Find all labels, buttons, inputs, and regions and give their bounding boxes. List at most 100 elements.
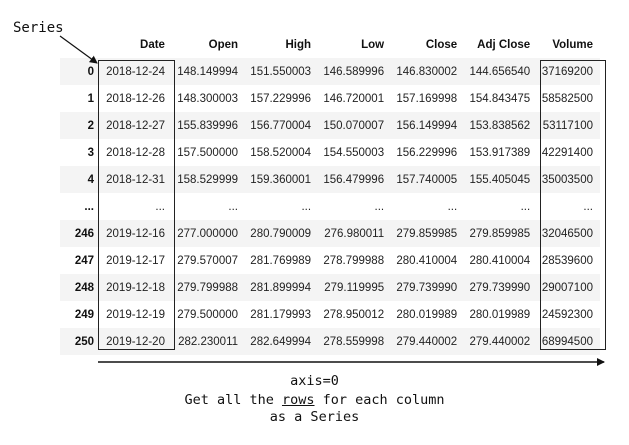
table-cell: 279.440002 [464, 328, 538, 355]
table-cell: 2018-12-27 [101, 112, 172, 139]
table-cell: 279.119995 [318, 274, 392, 301]
header-row: Date Open High Low Close Adj Close Volum… [60, 31, 600, 58]
table-cell: 280.019989 [464, 301, 538, 328]
table-row: 246 2019-12-16 277.000000 280.790009 276.980… [60, 220, 600, 247]
table-cell: 146.589996 [318, 58, 392, 85]
table-cell: 155.405045 [464, 166, 538, 193]
table-row: 4 2018-12-31 158.529999 159.360001 156.47999… [60, 166, 600, 193]
table-cell: 158.520004 [245, 139, 319, 166]
table-cell: 150.070007 [318, 112, 392, 139]
caption-text: Get all the rows for each column as a Se… [0, 392, 629, 426]
table-row: 250 2019-12-20 282.230011 282.649994 278.559… [60, 328, 600, 355]
table-cell: 279.859985 [464, 220, 538, 247]
row-index-cell: ... [60, 193, 101, 220]
caption-line-1: Get all the rows for each column [184, 392, 445, 408]
table-cell: 2018-12-24 [101, 58, 172, 85]
table-cell: 279.739990 [464, 274, 538, 301]
table-cell: 155.839996 [171, 112, 246, 139]
row-index-cell: 4 [60, 166, 101, 193]
row-index-cell: 249 [60, 301, 101, 328]
row-index-cell: 1 [60, 85, 101, 112]
table-cell: 153.838562 [464, 112, 538, 139]
caption-line-2: as a Series [269, 409, 360, 425]
column-header-high: High [285, 38, 312, 51]
table-cell: ... [391, 193, 465, 220]
table-cell: 279.500000 [171, 301, 246, 328]
table-cell: 279.799988 [171, 274, 246, 301]
table-cell: 156.479996 [318, 166, 392, 193]
table-cell: 68994500 [537, 328, 600, 355]
table-cell: 157.740005 [391, 166, 465, 193]
table-cell: ... [464, 193, 538, 220]
table-cell: 277.000000 [171, 220, 246, 247]
table-cell: 28539600 [537, 247, 600, 274]
table-cell: 146.830002 [391, 58, 465, 85]
table-cell: 2019-12-19 [101, 301, 172, 328]
table-cell: 58582500 [537, 85, 600, 112]
table-row: ........................ [60, 193, 600, 220]
table-cell: 2018-12-28 [101, 139, 172, 166]
row-index-cell: 0 [60, 58, 101, 85]
table-cell: 148.149994 [171, 58, 246, 85]
table-cell: ... [245, 193, 319, 220]
table-row: 248 2019-12-18 279.799988 281.899994 279.119… [60, 274, 600, 301]
table-cell: 2019-12-18 [101, 274, 172, 301]
series-label: Series [13, 20, 64, 36]
table-cell: 53117100 [537, 112, 600, 139]
table-cell: 158.529999 [171, 166, 246, 193]
column-header-adj-close: Adj Close [477, 38, 531, 51]
table-cell: 280.019989 [391, 301, 465, 328]
table-row: 2 2018-12-27 155.839996 156.770004 150.07000… [60, 112, 600, 139]
table-cell: 157.169998 [391, 85, 465, 112]
column-header-open: Open [208, 38, 239, 51]
table-cell: 32046500 [537, 220, 600, 247]
table-cell: 37169200 [537, 58, 600, 85]
table-cell: 276.980011 [318, 220, 392, 247]
table-cell: 278.559998 [318, 328, 392, 355]
row-index-cell: 247 [60, 247, 101, 274]
table-cell: 154.843475 [464, 85, 538, 112]
table-cell: 154.550003 [318, 139, 392, 166]
table-cell: 278.950012 [318, 301, 392, 328]
table-cell: 2019-12-20 [101, 328, 172, 355]
row-index-cell: 2 [60, 112, 101, 139]
column-header-close: Close [425, 38, 458, 51]
table-cell: 157.229996 [245, 85, 319, 112]
table-cell: 281.179993 [245, 301, 319, 328]
row-index-cell: 246 [60, 220, 101, 247]
table-row: 3 2018-12-28 157.500000 158.520004 154.55000… [60, 139, 600, 166]
table-cell: 279.440002 [391, 328, 465, 355]
table-cell: 281.899994 [245, 274, 319, 301]
table-cell: 156.149994 [391, 112, 465, 139]
table-cell: 280.410004 [464, 247, 538, 274]
table-cell: 24592300 [537, 301, 600, 328]
table-cell: 153.917389 [464, 139, 538, 166]
table-cell: 279.859985 [391, 220, 465, 247]
index-header [60, 31, 101, 58]
table-cell: 156.770004 [245, 112, 319, 139]
table-row: 247 2019-12-17 279.570007 281.769989 278.799… [60, 247, 600, 274]
table-cell: 146.720001 [318, 85, 392, 112]
table-body: 0 2018-12-24 148.149994 151.550003 146.58999… [60, 58, 600, 355]
table-cell: 35003500 [537, 166, 600, 193]
row-index-cell: 248 [60, 274, 101, 301]
table-cell: 282.230011 [171, 328, 246, 355]
column-header-low: Low [361, 38, 385, 51]
table-cell: 280.790009 [245, 220, 319, 247]
table-cell: 42291400 [537, 139, 600, 166]
table-row: 1 2018-12-26 148.300003 157.229996 146.72000… [60, 85, 600, 112]
table-cell: 156.229996 [391, 139, 465, 166]
table-cell: ... [318, 193, 392, 220]
table-cell: ... [537, 193, 600, 220]
table-row: 249 2019-12-19 279.500000 281.179993 278.950… [60, 301, 600, 328]
table-cell: ... [171, 193, 246, 220]
table-cell: 2018-12-26 [101, 85, 172, 112]
table-cell: 144.656540 [464, 58, 538, 85]
column-header-date: Date [140, 38, 165, 51]
table-cell: 151.550003 [245, 58, 319, 85]
table-cell: 148.300003 [171, 85, 246, 112]
table-cell: 159.360001 [245, 166, 319, 193]
table-cell: 279.739990 [391, 274, 465, 301]
table-cell: 2018-12-31 [101, 166, 172, 193]
table-cell: 279.570007 [171, 247, 246, 274]
